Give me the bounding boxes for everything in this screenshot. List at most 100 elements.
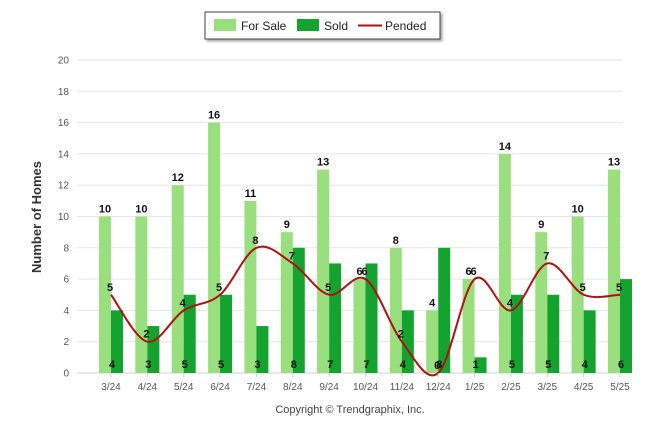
y-tick-label: 12 [58,181,70,192]
x-tick-label: 4/25 [574,382,594,393]
x-tick-label: 4/24 [138,382,158,393]
sold-value-label: 5 [218,359,224,371]
sold-bar [220,294,233,373]
for-sale-bar [135,216,148,373]
y-tick-label: 20 [58,56,70,67]
y-tick-label: 2 [63,337,69,348]
pended-value-label: 5 [325,282,331,294]
pended-value-label: 2 [398,329,404,341]
pended-value-label: 0 [434,360,440,372]
for-sale-bar [208,122,221,373]
pended-value-label: 5 [107,282,113,294]
x-tick-label: 9/24 [319,382,339,393]
x-tick-label: 7/24 [247,382,267,393]
for-sale-value-label: 6 [356,266,362,278]
for-sale-bar [171,185,184,373]
pended-line [110,245,621,377]
for-sale-bar [244,200,257,373]
x-tick-label: 1/25 [465,382,485,393]
x-tick-label: 5/24 [174,382,194,393]
x-tick-label: 6/24 [210,382,230,393]
sold-value-label: 4 [400,359,407,371]
legend-box [204,11,441,40]
for-sale-bar [426,310,439,373]
y-tick-label: 4 [63,306,69,317]
sold-value-label: 3 [254,359,260,371]
y-axis-title: Number of Homes [29,161,44,273]
x-tick-label: 10/24 [353,382,378,393]
for-sale-bar [99,216,111,373]
legend-label: For Sale [241,19,287,33]
legend-label: Pended [385,19,426,33]
pended-value-label: 4 [180,297,187,309]
sold-bar [438,247,451,373]
sold-bar [147,326,160,373]
sold-bar [329,263,342,373]
x-tick-label: 2/25 [501,382,521,393]
y-tick-label: 18 [58,87,70,98]
legend-swatch [297,19,319,31]
sold-value-label: 3 [145,359,151,371]
sold-value-label: 5 [509,359,515,371]
x-tick-label: 3/25 [538,382,558,393]
for-sale-bar [280,232,293,373]
for-sale-value-label: 11 [245,188,257,200]
for-sale-bar [571,216,584,373]
for-sale-bar [317,169,330,373]
for-sale-bar [389,247,402,373]
for-sale-value-label: 13 [608,157,620,169]
for-sale-bar [462,279,475,373]
for-sale-bar [353,279,366,373]
for-sale-value-label: 10 [135,204,147,216]
pended-value-label: 2 [143,329,149,341]
sold-bar [292,247,305,373]
sold-bar [620,279,632,373]
x-tick-label: 12/24 [426,382,451,393]
for-sale-value-label: 9 [284,219,290,231]
legend-sold[interactable]: Sold [297,19,348,33]
legend-swatch [214,19,236,31]
for-sale-value-label: 14 [499,141,512,153]
legend-for-sale[interactable]: For Sale [214,19,287,33]
for-sale-value-label: 8 [393,235,399,247]
y-tick-label: 8 [63,243,69,254]
sold-value-label: 7 [327,359,333,371]
x-tick-label: 5/25 [610,382,630,393]
legend-pended[interactable]: Pended [358,19,426,33]
y-tick-label: 6 [63,275,69,286]
legend-label: Sold [324,19,348,33]
for-sale-value-label: 9 [538,219,544,231]
sold-bar [474,357,487,373]
sold-value-label: 5 [182,359,188,371]
sold-value-label: 1 [473,359,479,371]
for-sale-value-label: 6 [466,266,472,278]
x-tick-label: 8/24 [283,382,303,393]
sold-bar [510,294,523,373]
pended-value-label: 6 [361,266,367,278]
sold-value-label: 4 [109,359,116,371]
sold-value-label: 6 [618,359,624,371]
pended-value-label: 7 [289,250,295,262]
sold-bar [401,310,414,373]
sold-value-label: 8 [291,359,297,371]
pended-value-label: 6 [471,266,477,278]
for-sale-value-label: 12 [172,172,184,184]
y-tick-label: 10 [58,212,70,223]
for-sale-bar [498,153,511,373]
sold-value-label: 8 [436,359,442,371]
pended-value-label: 5 [580,282,586,294]
sold-bar [547,294,560,373]
sold-bar [183,294,196,373]
for-sale-bar [608,169,620,373]
sold-bar [256,326,269,373]
sold-value-label: 5 [545,359,551,371]
for-sale-value-label: 16 [208,110,220,122]
y-tick-label: 16 [58,118,70,129]
pended-value-label: 4 [507,297,514,309]
copyright-text: Copyright © Trendgraphix, Inc. [275,404,424,416]
y-tick-label: 0 [63,369,69,380]
for-sale-value-label: 10 [572,204,584,216]
for-sale-value-label: 4 [429,297,436,309]
